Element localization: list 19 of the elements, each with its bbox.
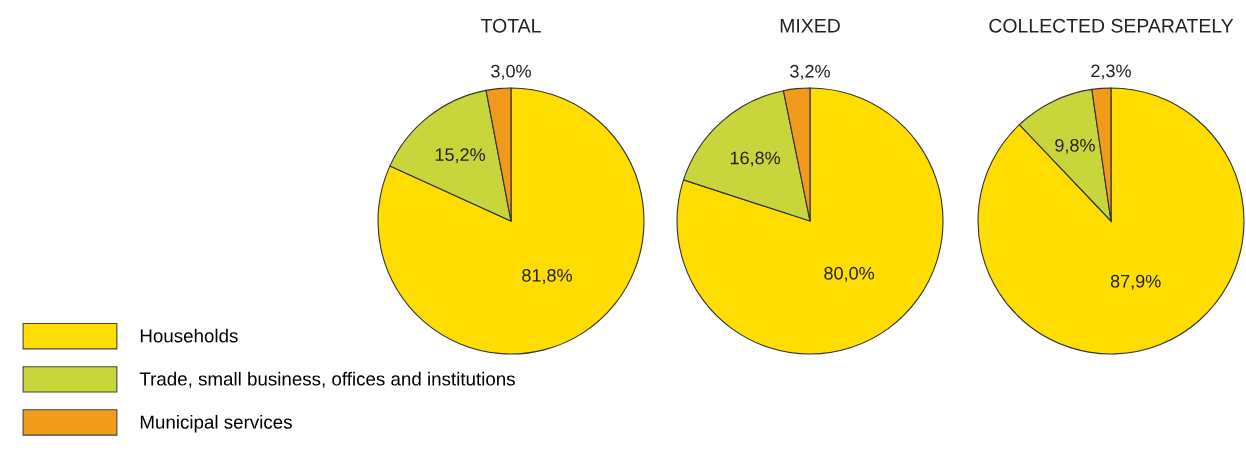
data-label: 9,8% bbox=[1055, 138, 1095, 154]
pie-slice bbox=[676, 87, 944, 355]
legend-label: Trade, small business, offices and institutions bbox=[139, 371, 515, 388]
data-label: 3,0% bbox=[491, 64, 531, 80]
pie-slice bbox=[682, 90, 811, 222]
data-label: 87,9% bbox=[1110, 274, 1161, 290]
legend-label: Households bbox=[140, 328, 238, 343]
data-label: 2,3% bbox=[1091, 64, 1131, 80]
pie-slice bbox=[977, 87, 1245, 355]
chart-title: TOTAL bbox=[480, 18, 541, 33]
legend-label: Municipal services bbox=[140, 414, 292, 433]
chart-title: MIXED bbox=[780, 19, 840, 33]
pie-slice bbox=[377, 87, 645, 355]
data-label: 16,8% bbox=[730, 151, 781, 167]
data-label: 15,2% bbox=[435, 148, 486, 164]
data-label: 81,8% bbox=[522, 268, 572, 284]
data-label: 80,0% bbox=[824, 266, 875, 282]
data-label: 3,2% bbox=[790, 64, 830, 80]
chart-title: COLLECTED SEPARATELY bbox=[989, 18, 1234, 33]
